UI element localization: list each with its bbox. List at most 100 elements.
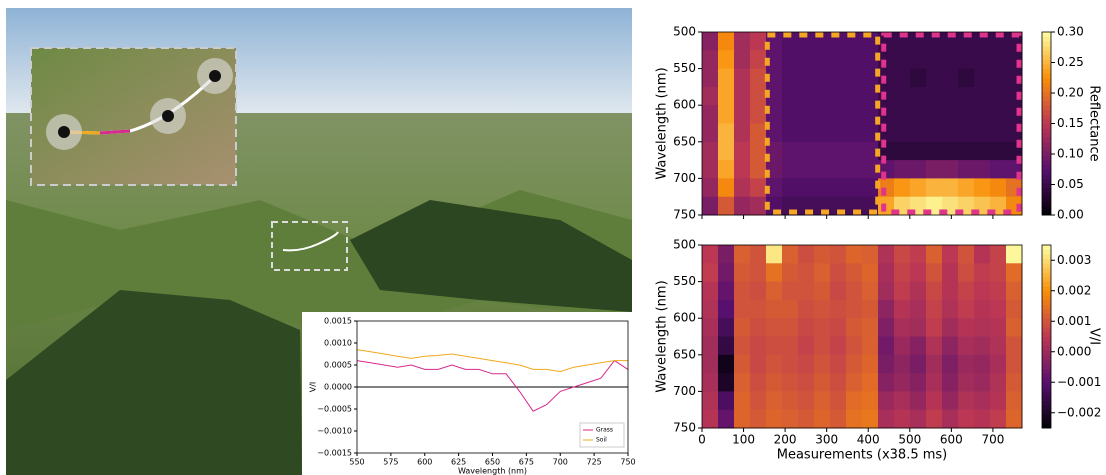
heatmap-cell <box>846 141 863 161</box>
heatmap-cell <box>702 318 719 337</box>
heatmap-cell <box>702 299 719 319</box>
heatmap-cell <box>734 178 751 198</box>
heatmap-cell <box>750 373 767 392</box>
heatmap-cell <box>862 141 879 161</box>
x-tick-label: 500 <box>898 433 921 447</box>
heatmap-cell <box>846 299 863 319</box>
heatmap-cell <box>910 141 927 161</box>
heatmap-cell <box>990 50 1007 70</box>
x-tick-label: 550 <box>349 458 364 467</box>
colorbar-tick-label: 0.25 <box>1057 55 1084 69</box>
colorbar-step <box>1042 245 1051 251</box>
heatmap-cell <box>798 409 815 429</box>
colorbar-step <box>1042 272 1051 278</box>
x-tick-label: 600 <box>940 433 963 447</box>
heatmap-cell <box>894 50 911 70</box>
x-tick-label: 100 <box>732 433 755 447</box>
colorbar-title: Reflectance <box>1087 85 1102 161</box>
heatmap-cell <box>830 68 847 88</box>
heatmap-cell <box>814 123 831 143</box>
heatmap-cell <box>974 160 991 179</box>
heatmap-cell <box>910 86 927 106</box>
legend-label: Grass <box>596 427 613 434</box>
heatmap-cell <box>718 160 735 179</box>
heatmap-cell <box>910 318 927 337</box>
colorbar-step <box>1042 423 1051 429</box>
heatmap-cell <box>878 68 895 88</box>
colorbar-step <box>1042 286 1051 292</box>
heatmap-cell <box>846 160 863 179</box>
colorbar-tick-label: 0.30 <box>1057 25 1084 39</box>
colorbar-tick-label: 0.003 <box>1057 253 1091 267</box>
heatmap-cell <box>926 409 943 429</box>
heatmap-cell <box>942 281 959 301</box>
heatmap-cell <box>830 178 847 198</box>
y-tick-label: 650 <box>673 134 696 148</box>
y-tick-label: 700 <box>673 171 696 185</box>
grass-segment <box>99 129 131 135</box>
heatmap-cell <box>910 354 927 374</box>
heatmap-cell <box>830 354 847 374</box>
colorbar-step <box>1042 82 1051 88</box>
photo-forest <box>350 200 632 312</box>
colorbar-step <box>1042 182 1051 189</box>
heatmap-cell <box>974 245 991 264</box>
heatmap-cell <box>766 68 783 88</box>
heatmap-cell <box>894 68 911 88</box>
y-tick-label: 550 <box>673 274 696 288</box>
heatmap-cell <box>926 263 943 283</box>
heatmap-cell <box>910 105 927 124</box>
heatmap-cell <box>782 409 799 429</box>
heatmap-cell <box>926 373 943 392</box>
colorbar-step <box>1042 350 1051 356</box>
heatmap-cell <box>878 263 895 283</box>
heatmap-cell <box>958 50 975 70</box>
heatmap-cell <box>830 141 847 161</box>
heatmap-cell <box>1006 299 1023 319</box>
heatmap-cell <box>782 281 799 301</box>
heatmap-cell <box>750 160 767 179</box>
heatmap-cell <box>862 160 879 179</box>
x-tick-label: 300 <box>815 433 838 447</box>
heatmap-cell <box>878 105 895 124</box>
heatmap-cell <box>894 263 911 283</box>
colorbar-step <box>1042 160 1051 166</box>
colorbar-step <box>1042 187 1051 193</box>
heatmap-cell <box>990 391 1007 411</box>
heatmap-cell <box>1006 86 1023 106</box>
heatmap-cell <box>782 68 799 88</box>
heatmap-cell <box>750 32 767 51</box>
colorbar-step <box>1042 368 1051 374</box>
heatmap-cell <box>702 354 719 374</box>
heatmap-cell <box>798 336 815 356</box>
waypoint <box>209 70 221 82</box>
heatmap-cell <box>750 196 767 216</box>
heatmap-cell <box>814 68 831 88</box>
colorbar-step <box>1042 418 1051 424</box>
heatmap-cell <box>910 245 927 264</box>
heatmap-cell <box>1006 263 1023 283</box>
heatmap-cell <box>926 318 943 337</box>
heatmap-cell <box>958 123 975 143</box>
colorbar-step <box>1042 309 1051 315</box>
heatmap-cell <box>990 160 1007 179</box>
heatmap-cell <box>926 178 943 198</box>
heatmap-cell <box>942 245 959 264</box>
heatmap-cell <box>974 373 991 392</box>
colorbar-step <box>1042 318 1051 324</box>
heatmap-cell <box>846 245 863 264</box>
photo-forest <box>6 290 302 475</box>
heatmap-cell <box>894 299 911 319</box>
heatmap-cell <box>814 354 831 374</box>
y-tick-label: 0.0000 <box>324 383 352 392</box>
heatmap-cell <box>926 336 943 356</box>
heatmap-cell <box>958 86 975 106</box>
heatmap-cell <box>814 105 831 124</box>
heatmap-cell <box>798 68 815 88</box>
heatmap-cell <box>702 391 719 411</box>
heatmap-cell <box>718 50 735 70</box>
colorbar-step <box>1042 281 1051 287</box>
heatmap-cell <box>734 409 751 429</box>
colorbar-step <box>1042 331 1051 337</box>
heatmap-cell <box>734 373 751 392</box>
